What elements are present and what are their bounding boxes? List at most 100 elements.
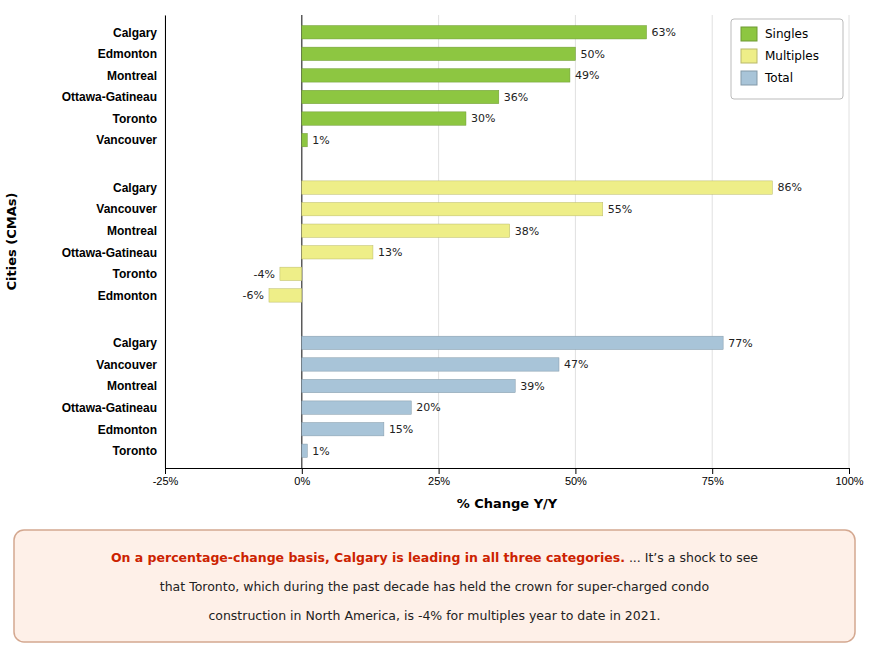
y-tick-label: Edmonton: [98, 289, 157, 303]
x-tick: 0%: [294, 468, 310, 487]
y-tick: Vancouver: [96, 202, 157, 216]
data-label: -4%: [253, 268, 274, 281]
y-tick: Vancouver: [96, 358, 157, 372]
x-axis-title: % Change Y/Y: [457, 496, 558, 511]
annotation-line: On a percentage-change basis, Calgary is…: [111, 550, 758, 565]
y-tick-label: Montreal: [107, 224, 157, 238]
y-tick-label: Vancouver: [96, 358, 157, 372]
y-tick: Toronto: [113, 267, 157, 281]
grid-line: [165, 15, 166, 468]
y-tick: Montreal: [107, 224, 157, 238]
y-tick-label: Ottawa-Gatineau: [62, 401, 157, 415]
data-label: 1%: [312, 134, 329, 147]
annotation-text: that Toronto, which during the past deca…: [160, 579, 709, 594]
legend-label: Multiples: [765, 49, 819, 63]
x-tick: 75%: [702, 468, 724, 487]
y-tick-label: Vancouver: [96, 202, 157, 216]
annotation-text: On a percentage-change basis, Calgary is…: [111, 550, 625, 565]
annotation-text: ... It’s a shock to see: [625, 550, 758, 565]
bar: [302, 69, 570, 82]
legend-item: Multiples: [741, 49, 819, 63]
data-label: 15%: [389, 423, 413, 436]
legend-swatch: [741, 71, 757, 85]
bar: [280, 267, 302, 280]
data-label: 39%: [520, 380, 544, 393]
y-tick: Edmonton: [98, 47, 157, 61]
bar: [302, 401, 411, 414]
grid-line: [301, 15, 302, 468]
x-tick-mark: [165, 468, 166, 474]
bar: [302, 379, 515, 392]
y-tick-label: Toronto: [113, 444, 157, 458]
data-label: 36%: [504, 91, 528, 104]
x-axis: -25% 0% 25% 50% 75% 100%: [153, 468, 864, 487]
x-tick-label: 0%: [294, 475, 310, 487]
bar: [269, 289, 302, 302]
bar: [302, 90, 499, 103]
grid: [165, 15, 849, 468]
y-tick: Toronto: [113, 112, 157, 126]
bar: [302, 47, 576, 60]
x-tick-mark: [302, 468, 303, 474]
grid-line: [849, 15, 850, 468]
grid-line: [575, 15, 576, 468]
data-label: 63%: [652, 26, 676, 39]
bar: [302, 358, 559, 371]
y-tick-label: Calgary: [113, 336, 157, 350]
legend-item: Total: [741, 71, 793, 85]
y-tick-label: Ottawa-Gatineau: [62, 90, 157, 104]
y-axis-title: Cities (CMAs): [4, 193, 19, 291]
data-label: 49%: [575, 69, 599, 82]
x-tick-label: -25%: [153, 475, 179, 487]
x-tick: 100%: [835, 468, 863, 487]
y-tick-label: Edmonton: [98, 47, 157, 61]
x-tick: 50%: [565, 468, 587, 487]
bar: [302, 181, 773, 194]
annotation-text: construction in North America, is -4% fo…: [208, 608, 660, 623]
y-tick-label: Toronto: [113, 112, 157, 126]
y-tick: Edmonton: [98, 423, 157, 437]
legend-frame: [731, 19, 843, 99]
y-axis: Calgary Edmonton Montreal Ottawa-Gatineau To…: [62, 16, 166, 469]
x-tick-mark: [575, 468, 576, 474]
bar: [302, 112, 466, 125]
data-label: 55%: [608, 203, 632, 216]
data-label: 20%: [416, 401, 440, 414]
data-label: 50%: [580, 48, 604, 61]
y-tick: Montreal: [107, 69, 157, 83]
annotation-line: that Toronto, which during the past deca…: [160, 579, 709, 594]
bar: [302, 336, 723, 349]
y-tick-label: Montreal: [107, 379, 157, 393]
y-tick: Edmonton: [98, 289, 157, 303]
y-tick-label: Montreal: [107, 69, 157, 83]
grid-line: [712, 15, 713, 468]
x-tick: -25%: [153, 468, 179, 487]
x-tick-label: 50%: [565, 475, 587, 487]
data-label: 30%: [471, 112, 495, 125]
y-tick-label: Toronto: [113, 267, 157, 281]
legend-swatch: [741, 27, 757, 41]
bar: [302, 224, 510, 237]
chart: 63%50%49%36%30%1%86%55%38%13%-4%-6%77%47…: [0, 0, 869, 654]
bar: [302, 422, 384, 435]
data-label: 1%: [312, 445, 329, 458]
y-tick-label: Calgary: [113, 181, 157, 195]
bar: [302, 26, 647, 39]
legend-label: Singles: [765, 27, 808, 41]
bar: [302, 202, 603, 215]
annotation: On a percentage-change basis, Calgary is…: [14, 530, 855, 642]
x-tick-label: 75%: [702, 475, 724, 487]
x-axis-line: [166, 469, 850, 475]
y-tick-label: Calgary: [113, 26, 157, 40]
x-tick-label: 100%: [835, 475, 863, 487]
x-tick: 25%: [428, 468, 450, 487]
data-label: -6%: [243, 289, 264, 302]
legend: Singles Multiples Total: [731, 19, 843, 99]
annotation-line: construction in North America, is -4% fo…: [208, 608, 660, 623]
bar: [302, 246, 373, 259]
y-tick: Calgary: [113, 26, 157, 40]
data-labels: 63%50%49%36%30%1%86%55%38%13%-4%-6%77%47…: [243, 26, 802, 457]
data-label: 13%: [378, 246, 402, 259]
data-label: 77%: [728, 337, 752, 350]
y-tick: Calgary: [113, 181, 157, 195]
